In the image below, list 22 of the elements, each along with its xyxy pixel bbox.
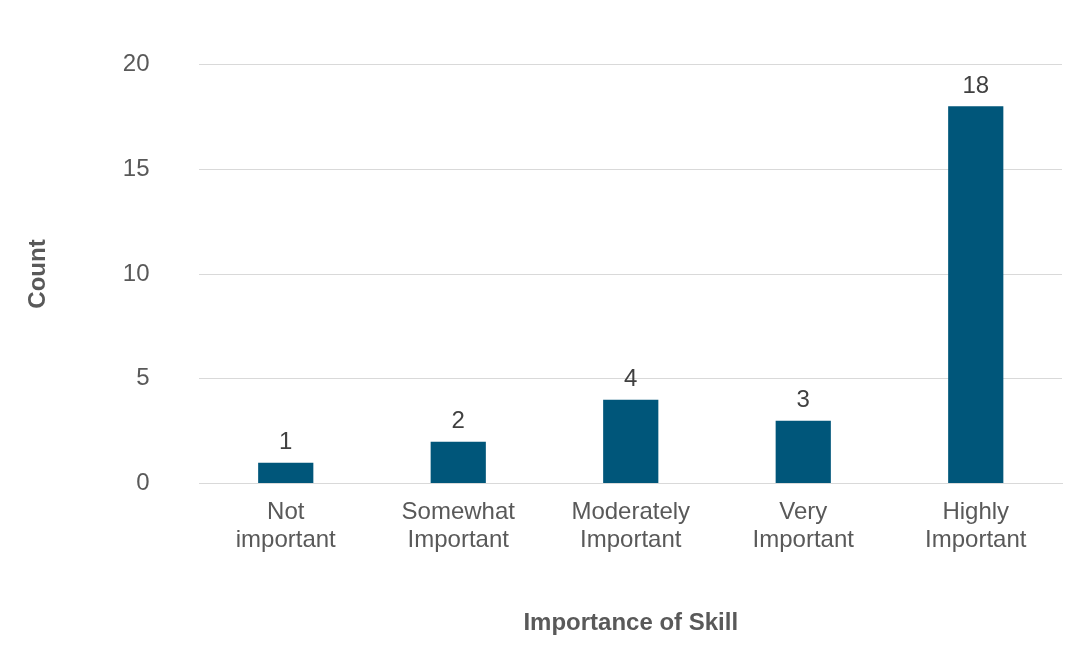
data-label: 2 — [451, 406, 465, 434]
y-tick-label: 5 — [136, 363, 150, 391]
bar — [603, 399, 659, 484]
y-tick-label: 0 — [136, 468, 150, 496]
data-label: 18 — [962, 70, 990, 98]
bar — [948, 106, 1004, 484]
bar — [430, 441, 486, 484]
bar — [258, 462, 314, 484]
bar — [775, 420, 831, 484]
x-tick-label: Moderately Important — [571, 496, 691, 553]
x-tick-label: Not important — [235, 496, 337, 553]
y-tick-label: 20 — [122, 49, 150, 77]
y-tick-label: 15 — [122, 153, 150, 181]
data-label: 1 — [279, 427, 293, 455]
x-axis-title: Importance of Skill — [523, 608, 739, 636]
y-axis-title: Count — [23, 239, 51, 309]
y-tick-label: 10 — [122, 258, 150, 286]
x-tick-label: Very Important — [752, 496, 855, 553]
x-tick-label: Highly Important — [925, 496, 1027, 553]
x-tick-label: Somewhat Important — [401, 496, 516, 553]
data-label: 4 — [624, 364, 638, 392]
data-label: 3 — [796, 385, 810, 413]
